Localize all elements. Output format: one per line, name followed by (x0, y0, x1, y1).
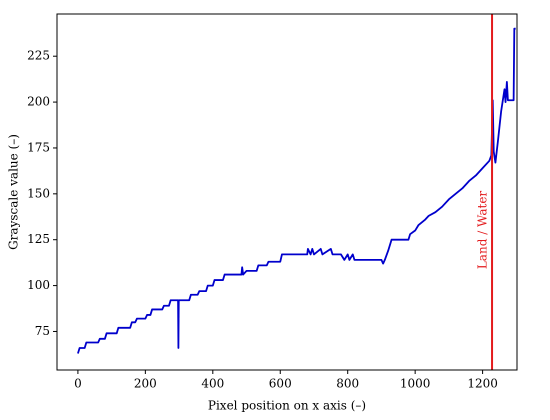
y-axis-label: Grayscale value (–) (7, 134, 21, 250)
y-tick-label: 100 (27, 278, 50, 292)
x-tick-label: 800 (336, 377, 359, 391)
x-tick-label: 400 (201, 377, 224, 391)
y-tick-label: 150 (27, 186, 50, 200)
x-tick-label: 1200 (467, 377, 498, 391)
y-tick-label: 125 (27, 232, 50, 246)
x-tick-label: 600 (269, 377, 292, 391)
data-line (77, 27, 516, 354)
y-tick-label: 75 (35, 324, 50, 338)
y-tick-label: 175 (27, 140, 50, 154)
y-tick-label: 225 (27, 49, 50, 63)
x-tick-label: 200 (134, 377, 157, 391)
x-tick-label: 1000 (400, 377, 431, 391)
y-tick-label: 200 (27, 95, 50, 109)
x-tick-label: 0 (74, 377, 82, 391)
plot-frame (56, 13, 518, 371)
annotation-text: Land / Water (476, 191, 490, 270)
x-axis-label: Pixel position on x axis (–) (208, 399, 366, 413)
